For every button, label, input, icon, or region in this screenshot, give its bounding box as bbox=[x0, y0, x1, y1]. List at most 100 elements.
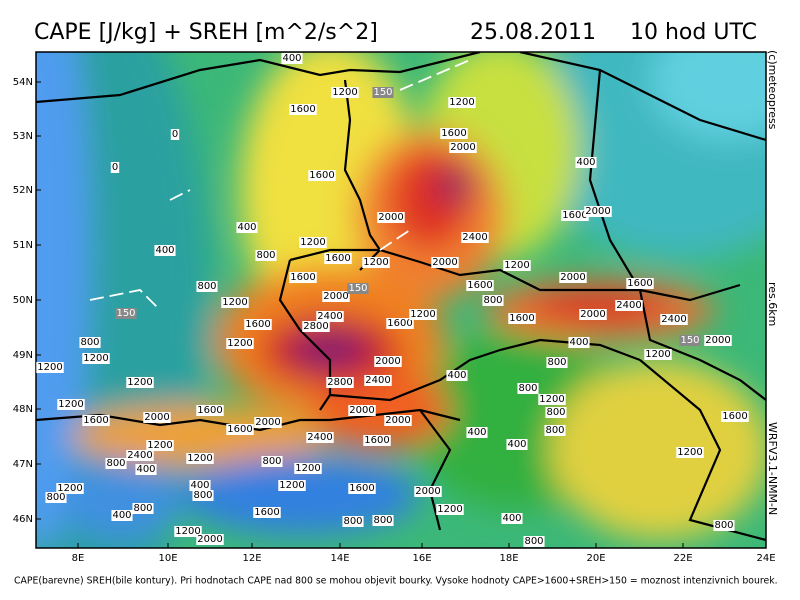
contour-label: 1200 bbox=[363, 257, 388, 268]
contour-label: 150 bbox=[348, 283, 367, 294]
contour-label: 800 bbox=[518, 383, 537, 394]
contour-label-box bbox=[575, 157, 597, 168]
contour-label: 1600 bbox=[562, 210, 587, 221]
contour-label: 400 bbox=[447, 370, 466, 381]
contour-label-box bbox=[196, 281, 218, 292]
contour-label-box bbox=[226, 424, 254, 435]
contour-label-box bbox=[244, 319, 272, 330]
lat-tick-label: 50N bbox=[13, 295, 33, 306]
contour-label-box bbox=[372, 515, 394, 526]
contour-label: 800 bbox=[106, 458, 125, 469]
contour-label: 2400 bbox=[365, 375, 390, 386]
contour-label: 1200 bbox=[147, 440, 172, 451]
contour-label: 800 bbox=[546, 407, 565, 418]
contour-label: 2000 bbox=[144, 412, 169, 423]
contour-label-box bbox=[186, 453, 214, 464]
contour-label: 1200 bbox=[279, 480, 304, 491]
lon-tick-label: 22E bbox=[673, 553, 692, 564]
contour-label-box bbox=[299, 237, 327, 248]
contour-label: 2000 bbox=[580, 309, 605, 320]
lon-tick-label: 12E bbox=[242, 553, 261, 564]
contour-label: 2400 bbox=[317, 311, 342, 322]
contour-label: 800 bbox=[373, 515, 392, 526]
contour-label-box bbox=[414, 486, 442, 497]
contour-label-box bbox=[278, 480, 306, 491]
contour-label-box bbox=[348, 483, 376, 494]
contour-label: 2400 bbox=[127, 450, 152, 461]
contour-label-box bbox=[363, 435, 391, 446]
contour-label-box bbox=[143, 412, 171, 423]
contour-label-box bbox=[146, 440, 174, 451]
lon-tick-label: 10E bbox=[158, 553, 177, 564]
lon-tick-label: 14E bbox=[330, 553, 349, 564]
contour-label-box bbox=[466, 427, 488, 438]
contour-label-box bbox=[409, 309, 437, 320]
contour-label-box bbox=[431, 257, 459, 268]
contour-label: 400 bbox=[282, 53, 301, 64]
contour-label: 400 bbox=[237, 222, 256, 233]
contour-label-box bbox=[461, 232, 489, 243]
contour-label-box bbox=[56, 483, 84, 494]
contour-label: 400 bbox=[576, 157, 595, 168]
contour-label: 1600 bbox=[254, 507, 279, 518]
contour-label: 2000 bbox=[560, 272, 585, 283]
contour-label: 400 bbox=[190, 480, 209, 491]
contour-label: 2000 bbox=[378, 212, 403, 223]
contour-label-box bbox=[189, 480, 211, 491]
contour-label-box bbox=[561, 210, 589, 221]
contour-label: 400 bbox=[502, 513, 521, 524]
contour-label-box bbox=[523, 536, 545, 547]
contour-label-box bbox=[568, 337, 590, 348]
contour-label-box bbox=[308, 170, 336, 181]
contour-label-box bbox=[170, 129, 180, 140]
contour-label-box bbox=[517, 383, 539, 394]
contour-label: 1200 bbox=[645, 349, 670, 360]
contour-label-box bbox=[660, 314, 688, 325]
contour-label-box bbox=[82, 353, 110, 364]
contour-label: 1600 bbox=[197, 405, 222, 416]
contour-label: 800 bbox=[547, 357, 566, 368]
contour-label: 1200 bbox=[127, 377, 152, 388]
contour-label: 1600 bbox=[227, 424, 252, 435]
contour-label: 2000 bbox=[323, 291, 348, 302]
contour-label-box bbox=[105, 458, 127, 469]
contour-label: 800 bbox=[483, 295, 502, 306]
contour-label-box bbox=[226, 338, 254, 349]
contour-label: 800 bbox=[46, 492, 65, 503]
contour-label: 150 bbox=[373, 87, 392, 98]
contour-label: 800 bbox=[262, 456, 281, 467]
contour-label-box bbox=[82, 415, 110, 426]
contour-label-box bbox=[538, 394, 566, 405]
contour-label: 1200 bbox=[58, 399, 83, 410]
footer-note: CAPE(barevne) SREH(bile kontury). Pri ho… bbox=[14, 576, 778, 587]
contour-label: 2000 bbox=[385, 415, 410, 426]
lat-tick-label: 46N bbox=[13, 514, 33, 525]
contour-label-box bbox=[615, 300, 643, 311]
contour-label: 2800 bbox=[327, 377, 352, 388]
contour-label-box bbox=[448, 97, 476, 108]
contour-label: 2400 bbox=[307, 432, 332, 443]
lon-tick-label: 16E bbox=[412, 553, 431, 564]
date: 25.08.2011 bbox=[470, 20, 596, 45]
contour-label: 1600 bbox=[290, 272, 315, 283]
lat-tick-label: 53N bbox=[13, 131, 33, 142]
contour-label: 800 bbox=[524, 536, 543, 547]
lat-tick-label: 54N bbox=[13, 77, 33, 88]
contour-label-box bbox=[374, 356, 402, 367]
contour-label-box bbox=[174, 526, 202, 537]
contour-label-box bbox=[559, 272, 587, 283]
contour-label: 0 bbox=[112, 162, 118, 173]
contour-label: 800 bbox=[714, 520, 733, 531]
contour-label-box bbox=[221, 297, 249, 308]
contour-label-box bbox=[306, 432, 334, 443]
contour-label: 0 bbox=[172, 129, 178, 140]
contour-label-box bbox=[436, 504, 464, 515]
contour-label-box bbox=[324, 253, 352, 264]
contour-label: 1200 bbox=[83, 353, 108, 364]
contour-label: 2000 bbox=[585, 206, 610, 217]
contour-label-box bbox=[192, 490, 214, 501]
contour-label-box bbox=[289, 272, 317, 283]
contour-label: 2000 bbox=[705, 335, 730, 346]
contour-label: 800 bbox=[197, 281, 216, 292]
contour-label-box bbox=[372, 87, 394, 98]
